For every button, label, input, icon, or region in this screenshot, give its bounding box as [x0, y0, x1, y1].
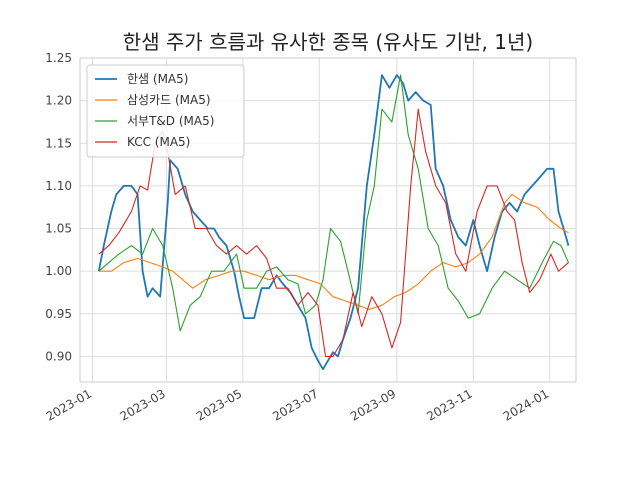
- y-tick-label: 1.25: [45, 51, 72, 65]
- series-line-0: [97, 74, 570, 371]
- series-layer: [97, 74, 570, 371]
- legend-box: [86, 64, 245, 158]
- legend-label: KCC (MA5): [127, 135, 190, 149]
- x-tick-label: 2024-01: [501, 386, 551, 423]
- y-tick-label: 1.15: [45, 136, 72, 150]
- y-tick-label: 1.20: [45, 94, 72, 108]
- x-tick-label: 2023-11: [424, 386, 474, 423]
- y-tick-label: 1.10: [45, 179, 72, 193]
- series-line-3: [98, 108, 569, 357]
- y-tick-label: 0.90: [45, 349, 72, 363]
- y-axis-ticks: 0.90 0.95 1.00 1.05 1.10 1.15 1.20 1.25: [45, 51, 72, 363]
- plot-frame: [79, 57, 577, 383]
- legend-label: 서부T&D (MA5): [127, 114, 214, 128]
- series-line-2: [98, 74, 570, 332]
- y-tick-label: 1.00: [45, 264, 72, 278]
- x-tick-label: 2023-03: [118, 386, 168, 423]
- x-tick-label: 2023-07: [270, 386, 320, 423]
- x-tick-label: 2023-01: [44, 386, 94, 423]
- chart-title: 한샘 주가 흐름과 유사한 종목 (유사도 기반, 1년): [123, 30, 533, 54]
- x-tick-label: 2023-05: [194, 386, 244, 423]
- x-tick-label: 2023-09: [348, 386, 398, 423]
- legend-label: 삼성카드 (MA5): [127, 93, 211, 107]
- series-line-1: [98, 193, 569, 311]
- legend-label: 한샘 (MA5): [127, 72, 188, 86]
- y-tick-label: 0.95: [45, 307, 72, 321]
- legend: 한샘 (MA5) 삼성카드 (MA5) 서부T&D (MA5) KCC (MA5): [86, 64, 245, 158]
- y-tick-label: 1.05: [45, 222, 72, 236]
- x-axis-ticks: 2023-01 2023-03 2023-05 2023-07 2023-09 2023-…: [44, 386, 552, 423]
